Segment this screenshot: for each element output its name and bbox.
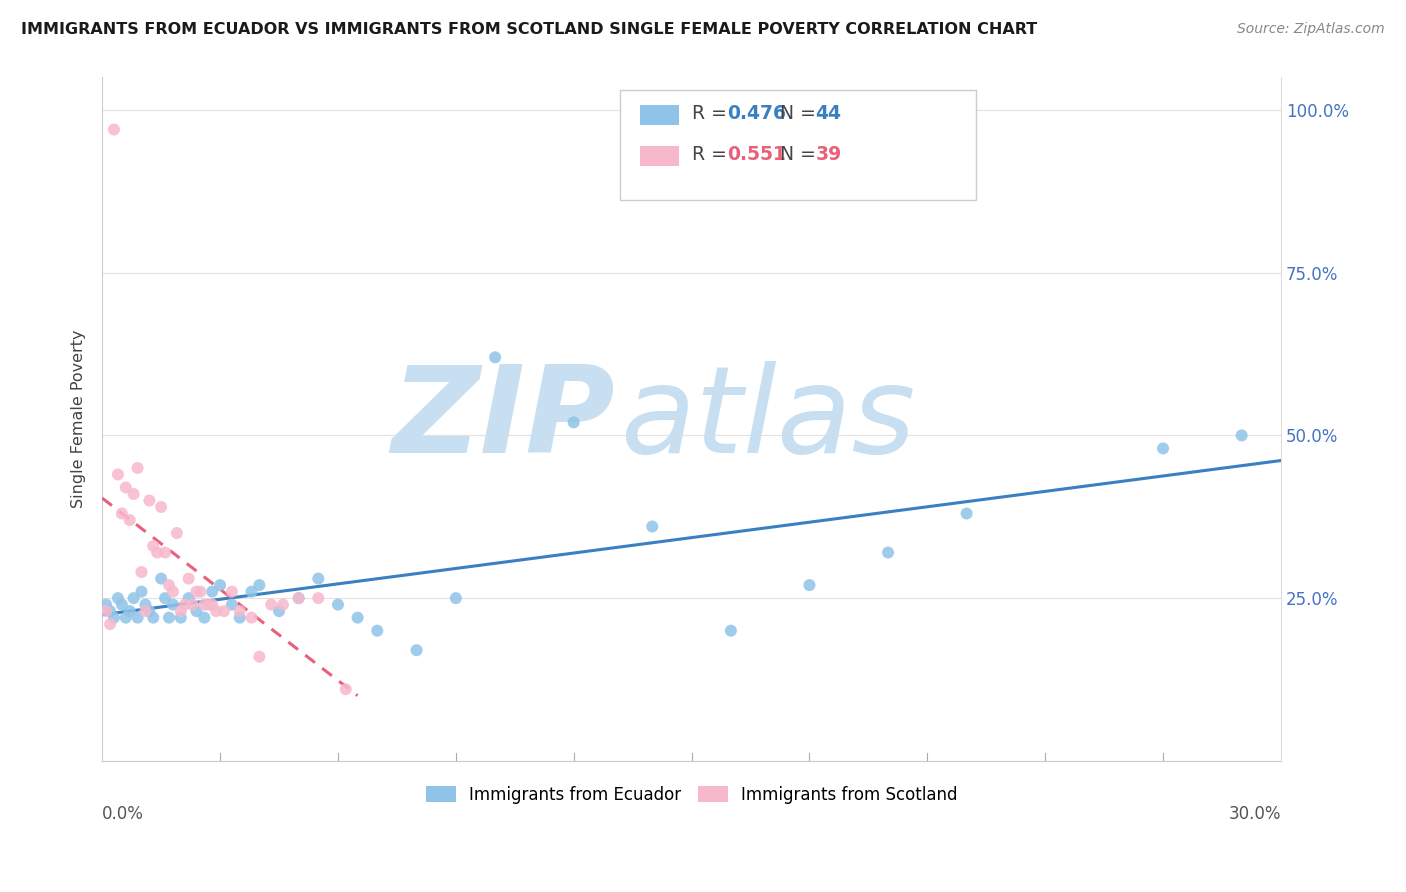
Point (366, 624, 388, 638)
Legend: Immigrants from Ecuador, Immigrants from Scotland: Immigrants from Ecuador, Immigrants from… (419, 780, 965, 811)
Point (94, 598, 117, 612)
Point (229, 610, 252, 624)
Point (201, 598, 224, 612)
Point (221, 598, 243, 612)
Point (247, 578, 270, 592)
Text: R =: R = (692, 145, 733, 164)
Point (103, 610, 125, 624)
Point (326, 598, 349, 612)
Point (162, 584, 184, 599)
Point (186, 584, 208, 599)
Point (307, 572, 329, 586)
Point (177, 572, 200, 586)
Point (190, 584, 212, 599)
Point (103, 122, 125, 136)
Point (405, 643, 427, 657)
Point (107, 467, 129, 482)
Text: R =: R = (692, 103, 733, 123)
Point (150, 572, 173, 586)
Point (877, 545, 900, 559)
Point (94, 604, 117, 618)
Point (122, 591, 145, 606)
Point (287, 591, 309, 606)
Point (166, 526, 188, 541)
Point (484, 351, 506, 365)
Point (209, 578, 232, 592)
Point (240, 610, 263, 624)
Point (229, 604, 252, 618)
Text: 0.0%: 0.0% (103, 805, 143, 823)
Point (799, 578, 821, 592)
Point (205, 604, 228, 618)
Text: N =: N = (780, 145, 823, 164)
Point (134, 604, 156, 618)
Point (173, 598, 195, 612)
Point (127, 461, 149, 475)
Point (287, 591, 309, 606)
Text: atlas: atlas (621, 360, 917, 477)
Point (260, 598, 283, 612)
Point (162, 598, 184, 612)
Point (107, 591, 129, 606)
Point (98, 604, 121, 618)
Point (956, 507, 979, 521)
Point (142, 539, 165, 553)
Point (641, 519, 664, 533)
Point (170, 604, 193, 618)
Text: 30.0%: 30.0% (1229, 805, 1281, 823)
Point (127, 610, 149, 624)
Point (131, 565, 153, 579)
Point (346, 610, 368, 624)
Point (444, 591, 467, 606)
Point (170, 610, 193, 624)
Text: ZIP: ZIP (391, 360, 614, 477)
Point (157, 610, 180, 624)
Text: N =: N = (780, 103, 823, 123)
Point (118, 604, 141, 618)
Point (221, 584, 243, 599)
Point (138, 493, 160, 508)
Point (177, 591, 200, 606)
Point (111, 598, 134, 612)
Point (335, 682, 357, 697)
Point (240, 584, 263, 599)
Point (201, 584, 224, 599)
Point (562, 416, 585, 430)
Text: IMMIGRANTS FROM ECUADOR VS IMMIGRANTS FROM SCOTLAND SINGLE FEMALE POVERTY CORREL: IMMIGRANTS FROM ECUADOR VS IMMIGRANTS FR… (21, 22, 1038, 37)
Point (307, 591, 329, 606)
Point (1152, 442, 1174, 456)
Text: 0.551: 0.551 (727, 145, 786, 164)
Text: Source: ZipAtlas.com: Source: ZipAtlas.com (1237, 22, 1385, 37)
Point (142, 610, 165, 624)
Point (98, 617, 121, 632)
Point (150, 500, 173, 514)
Point (131, 584, 153, 599)
Point (118, 513, 141, 527)
Point (153, 545, 176, 559)
Point (157, 578, 180, 592)
Point (271, 598, 294, 612)
Point (134, 598, 156, 612)
Point (138, 604, 160, 618)
Point (153, 591, 176, 606)
Point (186, 604, 208, 618)
Point (267, 604, 290, 618)
Point (114, 610, 136, 624)
Text: 39: 39 (815, 145, 842, 164)
Point (146, 545, 169, 559)
Point (114, 480, 136, 494)
Point (122, 487, 145, 501)
Point (181, 598, 204, 612)
Point (720, 624, 742, 638)
Point (1230, 428, 1253, 442)
Text: 44: 44 (815, 103, 841, 123)
Point (212, 604, 235, 618)
Y-axis label: Single Female Poverty: Single Female Poverty (72, 330, 86, 508)
Text: 0.476: 0.476 (727, 103, 786, 123)
Point (247, 649, 270, 664)
Point (197, 598, 219, 612)
Point (111, 507, 134, 521)
Point (193, 598, 215, 612)
Point (193, 610, 215, 624)
